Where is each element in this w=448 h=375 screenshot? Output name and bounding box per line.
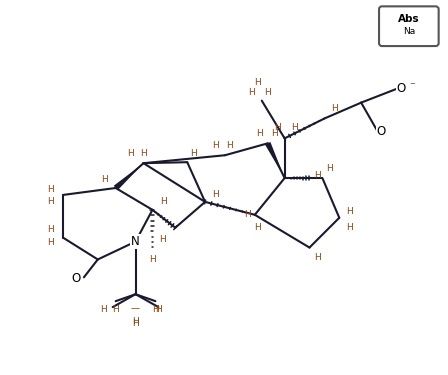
Text: H: H [264, 88, 271, 97]
Text: H: H [227, 141, 233, 150]
Text: O: O [376, 125, 386, 138]
Text: H: H [100, 304, 107, 313]
Text: H: H [274, 123, 281, 132]
Text: H: H [245, 210, 251, 219]
Text: H: H [314, 171, 321, 180]
Text: H: H [326, 164, 333, 172]
Text: Na: Na [403, 27, 415, 36]
Text: H: H [212, 141, 219, 150]
Text: H: H [254, 78, 261, 87]
Text: H: H [190, 149, 197, 158]
Text: H: H [271, 129, 278, 138]
Text: H: H [159, 235, 166, 244]
Polygon shape [114, 163, 143, 190]
Text: H: H [291, 123, 298, 132]
Text: N: N [131, 235, 140, 248]
Text: H: H [331, 104, 338, 113]
Text: H: H [132, 320, 139, 328]
Text: H: H [249, 88, 255, 97]
Text: H: H [314, 253, 321, 262]
Text: H: H [212, 190, 219, 200]
Text: H: H [47, 238, 53, 247]
Text: H: H [112, 304, 119, 313]
Text: H: H [256, 129, 263, 138]
Text: H: H [155, 304, 162, 313]
FancyBboxPatch shape [379, 6, 439, 46]
Text: H: H [127, 149, 134, 158]
Text: H: H [152, 304, 159, 313]
Text: H: H [47, 197, 53, 206]
Text: H: H [149, 255, 156, 264]
Text: H: H [132, 316, 139, 326]
Text: —: — [131, 304, 140, 313]
Text: H: H [160, 197, 167, 206]
Text: O: O [396, 82, 405, 95]
Polygon shape [265, 142, 284, 178]
Text: H: H [140, 149, 147, 158]
Text: H: H [47, 225, 53, 234]
Text: Abs: Abs [398, 14, 420, 24]
Text: H: H [346, 207, 353, 216]
Text: H: H [47, 186, 53, 195]
Text: H: H [346, 223, 353, 232]
Text: ⁻: ⁻ [409, 81, 415, 91]
Text: H: H [101, 175, 108, 184]
Text: H: H [254, 223, 261, 232]
Text: O: O [71, 272, 81, 285]
